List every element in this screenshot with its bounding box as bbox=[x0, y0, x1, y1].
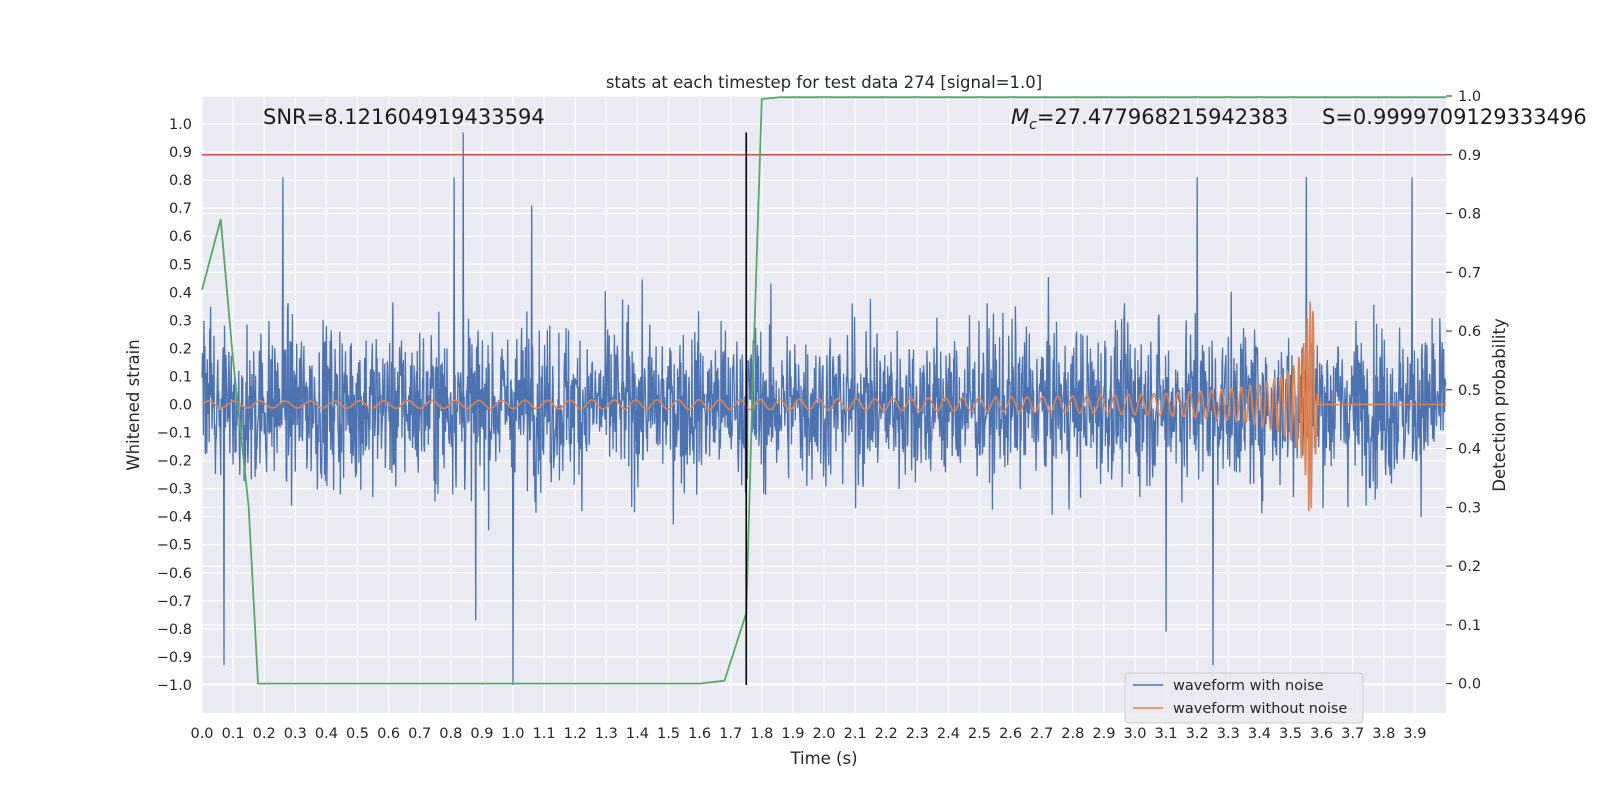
series-detection-probability bbox=[201, 96, 1446, 685]
x-tick-label: 1.5 bbox=[657, 726, 680, 742]
x-tick-label: 0.0 bbox=[190, 726, 213, 742]
chirp-mass-symbol: M bbox=[1011, 105, 1029, 129]
y-tick-label: 0.9 bbox=[169, 145, 192, 161]
x-tick-label: 3.4 bbox=[1248, 726, 1271, 742]
chirp-mass-subscript: c bbox=[1029, 117, 1037, 133]
series-waveform-without-noise bbox=[201, 301, 1446, 512]
x-tick-label: 0.3 bbox=[284, 726, 307, 742]
x-tick-label: 3.5 bbox=[1279, 726, 1302, 742]
x-tick-label: 1.0 bbox=[501, 726, 524, 742]
y-tick-label: 0.4 bbox=[169, 285, 192, 301]
y2-tick-label: 0.2 bbox=[1458, 559, 1481, 575]
chirp-mass-value: =27.477968215942383 bbox=[1037, 105, 1288, 129]
x-tick-label: 2.5 bbox=[968, 726, 991, 742]
x-tick-label: 1.8 bbox=[750, 726, 773, 742]
y-tick-label: 0.2 bbox=[169, 341, 192, 357]
series-waveform-with-noise bbox=[201, 132, 1447, 686]
x-tick-label: 1.9 bbox=[781, 726, 804, 742]
clean-waveform-line bbox=[201, 301, 1446, 512]
snr-annotation: SNR=8.121604919433594 bbox=[263, 105, 545, 129]
x-axis-label: Time (s) bbox=[789, 749, 857, 768]
y2-tick-label: 0.7 bbox=[1458, 265, 1481, 281]
y-tick-label: −0.3 bbox=[157, 482, 192, 498]
x-tick-label: 1.4 bbox=[626, 726, 649, 742]
x-tick-label: 0.8 bbox=[439, 726, 462, 742]
y-tick-label: 0.3 bbox=[169, 313, 192, 329]
x-tick-label: 2.7 bbox=[1030, 726, 1053, 742]
x-tick-label: 1.2 bbox=[564, 726, 587, 742]
y-tick-label: −0.9 bbox=[157, 650, 192, 666]
x-tick-label: 0.6 bbox=[377, 726, 400, 742]
x-tick-label: 2.9 bbox=[1092, 726, 1115, 742]
y-tick-label: 0.8 bbox=[169, 173, 192, 189]
y-tick-label: −0.8 bbox=[157, 622, 192, 638]
x-tick-label: 1.1 bbox=[533, 726, 556, 742]
x-tick-label: 0.4 bbox=[315, 726, 338, 742]
y-tick-label: 0.5 bbox=[169, 257, 192, 273]
y-tick-label: 1.0 bbox=[169, 117, 192, 133]
x-tick-label: 1.6 bbox=[688, 726, 711, 742]
x-tick-label: 3.0 bbox=[1123, 726, 1146, 742]
y2-tick-label: 0.4 bbox=[1458, 442, 1481, 458]
x-tick-label: 2.6 bbox=[999, 726, 1022, 742]
y2-tick-label: 0.3 bbox=[1458, 500, 1481, 516]
x-tick-label: 2.4 bbox=[937, 726, 960, 742]
y-tick-labels: 1.0 0.9 0.8 0.7 0.6 0.5 0.4 0.3 0.2 0.1 0.0 −0.1 −0.… bbox=[157, 117, 192, 694]
y2-tick-label: 0.5 bbox=[1458, 383, 1481, 399]
y2-tick-label: 0.0 bbox=[1458, 677, 1481, 693]
y-tick-label: −0.5 bbox=[157, 538, 192, 554]
y-tick-label: 0.6 bbox=[169, 229, 192, 245]
y-tick-label: −0.7 bbox=[157, 594, 192, 610]
legend-box bbox=[1124, 672, 1364, 724]
y-tick-label: 0.1 bbox=[169, 369, 192, 385]
x-tick-label: 0.7 bbox=[408, 726, 431, 742]
y2-tick-label: 1.0 bbox=[1458, 89, 1481, 105]
y2-axis-label: Detection probability bbox=[1490, 318, 1509, 492]
x-tick-label: 3.8 bbox=[1372, 726, 1395, 742]
y-tick-label: −0.1 bbox=[157, 426, 192, 442]
x-tick-label: 0.1 bbox=[222, 726, 245, 742]
y-tick-label: −0.4 bbox=[157, 510, 192, 526]
y2-tick-label: 0.1 bbox=[1458, 618, 1481, 634]
x-tick-label: 2.1 bbox=[844, 726, 867, 742]
s-annotation: S=0.9999709129333496 bbox=[1322, 105, 1587, 129]
x-tick-label: 3.7 bbox=[1341, 726, 1364, 742]
y-tick-label: 0.0 bbox=[169, 398, 192, 414]
chirp-mass-annotation: Mc=27.477968215942383 bbox=[1011, 105, 1288, 133]
y-axis-label: Whitened strain bbox=[124, 339, 143, 470]
x-tick-label: 3.9 bbox=[1403, 726, 1426, 742]
x-tick-label: 2.2 bbox=[875, 726, 898, 742]
probability-line bbox=[201, 96, 1446, 685]
x-tick-label: 3.1 bbox=[1155, 726, 1178, 742]
noise-waveform-line bbox=[201, 132, 1447, 686]
x-tick-label: 0.9 bbox=[470, 726, 493, 742]
x-tick-label: 3.6 bbox=[1310, 726, 1333, 742]
chart-title: stats at each timestep for test data 274… bbox=[606, 73, 1042, 92]
legend-label-clean: waveform without noise bbox=[1173, 701, 1347, 717]
y2-tick-label: 0.8 bbox=[1458, 207, 1481, 223]
x-tick-label: 0.5 bbox=[346, 726, 369, 742]
legend: waveform with noise waveform without noi… bbox=[1124, 672, 1364, 724]
x-tick-label: 2.0 bbox=[812, 726, 835, 742]
x-tick-labels: 0.0 0.1 0.2 0.3 0.4 0.5 0.6 0.7 0.8 0.9 1.0 1.1 1.2 1… bbox=[190, 726, 1426, 742]
y2-tick-label: 0.9 bbox=[1458, 148, 1481, 164]
x-tick-label: 1.7 bbox=[719, 726, 742, 742]
y-tick-label: −0.6 bbox=[157, 566, 192, 582]
legend-label-noise: waveform with noise bbox=[1173, 678, 1324, 694]
x-tick-label: 1.3 bbox=[595, 726, 618, 742]
y2-tick-labels: 1.0 0.9 0.8 0.7 0.6 0.5 0.4 0.3 0.2 0.1 0.0 bbox=[1446, 89, 1481, 693]
y2-tick-label: 0.6 bbox=[1458, 324, 1481, 340]
x-tick-label: 2.3 bbox=[906, 726, 929, 742]
x-tick-label: 3.2 bbox=[1186, 726, 1209, 742]
y-tick-label: 0.7 bbox=[169, 201, 192, 217]
x-tick-label: 2.8 bbox=[1061, 726, 1084, 742]
x-tick-label: 0.2 bbox=[253, 726, 276, 742]
y-tick-label: −1.0 bbox=[157, 678, 192, 694]
x-tick-label: 3.3 bbox=[1217, 726, 1240, 742]
y-tick-label: −0.2 bbox=[157, 454, 192, 470]
